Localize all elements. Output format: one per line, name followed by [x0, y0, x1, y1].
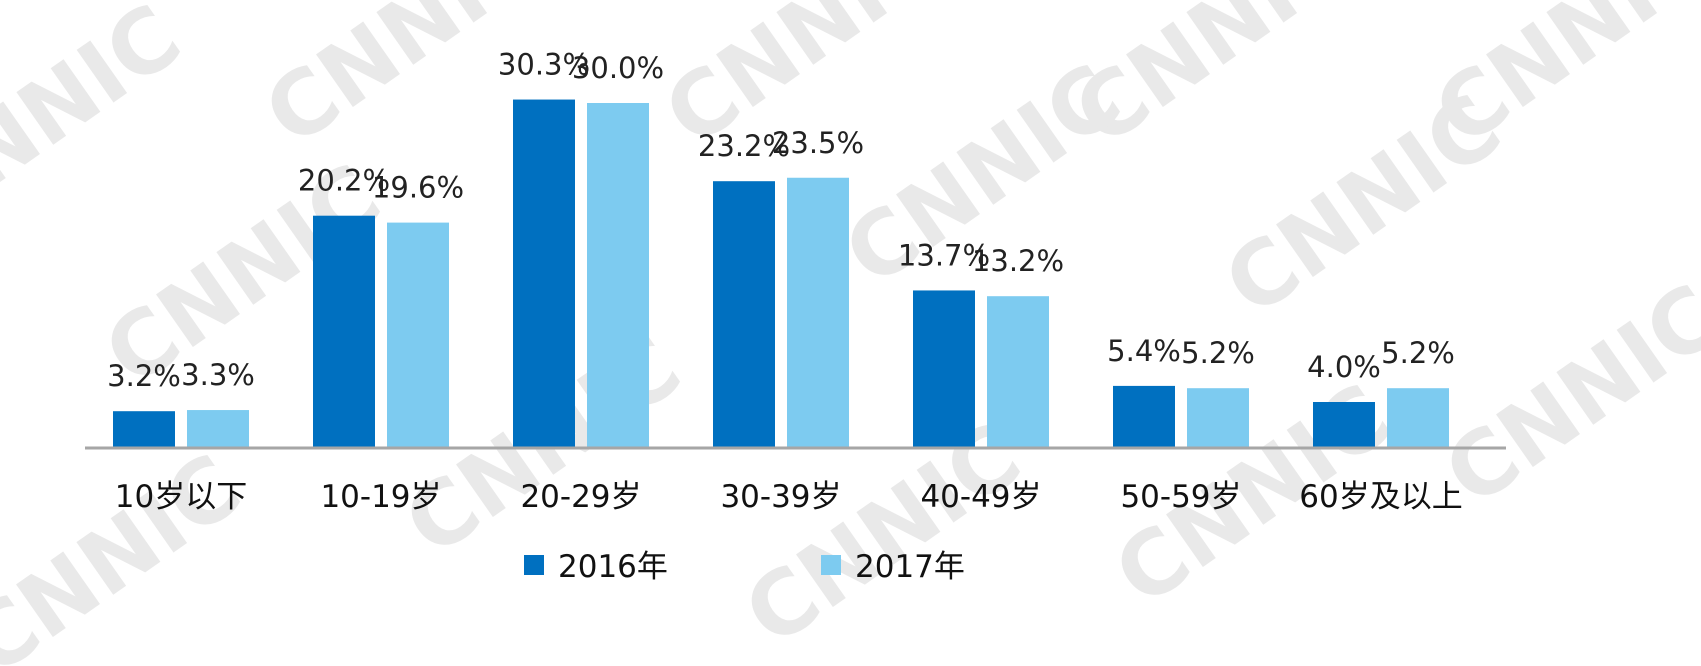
legend-swatch	[821, 555, 841, 575]
legend-label: 2016年	[558, 549, 668, 585]
bar-series1	[1313, 402, 1375, 448]
bar-series1	[313, 215, 375, 448]
data-label: 30.0%	[572, 51, 664, 85]
bar-series1	[113, 411, 175, 448]
x-tick-label: 40-49岁	[920, 479, 1041, 515]
bar-series2	[1387, 388, 1449, 448]
bars-layer	[113, 99, 1449, 449]
x-tick-label: 10-19岁	[320, 479, 441, 515]
data-label: 5.2%	[1181, 336, 1255, 370]
bar-series1	[713, 181, 775, 448]
x-axis-tick-labels: 10岁以下 10-19岁 20-29岁 30-39岁 40-49岁 50-59岁 60岁及以…	[115, 479, 1463, 515]
data-label: 3.3%	[181, 358, 255, 392]
watermark-text: CNNIC	[0, 434, 259, 666]
bar-series2	[1187, 388, 1249, 448]
bar-series2	[387, 222, 449, 448]
watermark-text: CNNIC	[1426, 264, 1701, 526]
watermark-text: CNNIC	[0, 0, 199, 246]
x-tick-label: 10岁以下	[115, 479, 247, 515]
bar-series2	[987, 296, 1049, 448]
legend: 2016年 2017年	[524, 549, 965, 585]
bar-series2	[787, 177, 849, 448]
watermark-text: CNNIC	[246, 0, 558, 166]
bar-series2	[187, 410, 249, 448]
data-label: 5.2%	[1381, 336, 1455, 370]
watermark-text: CNNIC	[1206, 74, 1518, 336]
data-label: 3.2%	[107, 359, 181, 393]
bar-series1	[1113, 385, 1175, 448]
bar-series1	[513, 99, 575, 449]
data-label: 23.2%	[698, 129, 790, 163]
data-label: 30.3%	[498, 48, 590, 82]
labels-layer: 3.2% 3.3% 20.2%19.6% 30.3%30.0% 23.2%23.5% 13…	[107, 48, 1455, 394]
bar-series1	[913, 290, 975, 448]
data-label: 5.4%	[1107, 334, 1181, 368]
data-label: 4.0%	[1307, 350, 1381, 384]
data-label: 13.2%	[972, 244, 1064, 278]
x-tick-label: 30-39岁	[720, 479, 841, 515]
data-label: 13.7%	[898, 238, 990, 272]
x-tick-label: 50-59岁	[1120, 479, 1241, 515]
legend-label: 2017年	[855, 549, 965, 585]
data-label: 20.2%	[298, 164, 390, 198]
data-label: 19.6%	[372, 171, 464, 205]
x-tick-label: 60岁及以上	[1299, 479, 1462, 515]
bar-series2	[587, 103, 649, 448]
data-label: 23.5%	[772, 126, 864, 160]
legend-swatch	[524, 555, 544, 575]
x-tick-label: 20-29岁	[520, 479, 641, 515]
